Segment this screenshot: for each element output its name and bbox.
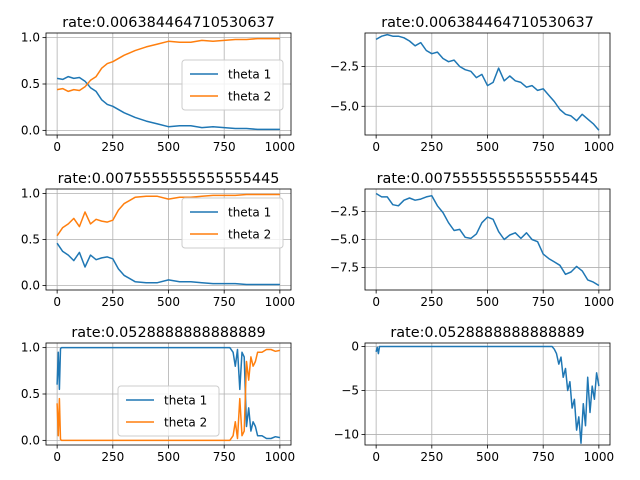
x-tick-label: 0	[372, 450, 380, 464]
x-tick-label: 500	[476, 295, 499, 309]
subplot-2: 0 250 500 750 1000 −2.5 −5.0 rate:0.00638446471…	[330, 15, 614, 154]
subplot-6: 0 250 500 750 1000 0 −5 −10 rate:0.0528888888888…	[334, 325, 614, 464]
x-tick-label: 0	[53, 450, 61, 464]
y-tick-label: 0.5	[21, 77, 40, 91]
x-tick-label: 1000	[265, 450, 296, 464]
series-line-value	[375, 192, 600, 287]
y-tick-label: 0.0	[21, 123, 40, 137]
legend: theta 1 theta 2	[117, 385, 220, 437]
x-tick-label: 1000	[584, 295, 615, 309]
y-tick-label: 0.5	[21, 387, 40, 401]
series-line-theta-1	[56, 242, 280, 286]
legend: theta 1 theta 2	[181, 197, 284, 249]
y-tick-label: −2.5	[330, 59, 359, 73]
y-tick-label: 0.0	[21, 433, 40, 447]
legend-label: theta 1	[228, 68, 271, 82]
subplot-3: 0 250 500 750 1000 0.0 0.5 1.0 rate:0.0075555555…	[21, 171, 295, 309]
series-line-value	[375, 33, 600, 131]
x-tick-label: 250	[420, 295, 443, 309]
y-tick-label: 0.0	[21, 278, 40, 292]
series-line-theta-2	[56, 37, 280, 93]
series-line-theta-1	[56, 346, 281, 440]
x-tick-label: 250	[420, 450, 443, 464]
subplot-title: rate:0.006384464710530637	[381, 15, 594, 31]
legend-label: theta 1	[164, 394, 207, 408]
x-tick-label: 500	[476, 140, 499, 154]
y-tick-label: −2.5	[330, 204, 359, 218]
subplot-title: rate:0.0528888888888889	[390, 325, 584, 341]
series-line-theta-1	[56, 75, 280, 131]
subplot-title: rate:0.0075555555555555445	[377, 171, 599, 187]
legend-box	[117, 385, 220, 437]
x-tick-label: 0	[53, 140, 61, 154]
y-tick-label: −5.0	[330, 233, 359, 247]
series-line-theta-2	[56, 348, 281, 442]
legend-box	[181, 197, 284, 249]
x-tick-label: 250	[420, 140, 443, 154]
subplot-title: rate:0.0075555555555555445	[58, 171, 280, 187]
y-tick-label: 0.5	[21, 233, 40, 247]
legend-label: theta 1	[228, 206, 271, 220]
x-tick-label: 0	[372, 295, 380, 309]
y-tick-label: 1.0	[21, 31, 40, 45]
subplot-title: rate:0.006384464710530637	[62, 15, 275, 31]
y-tick-label: −5.0	[330, 99, 359, 113]
legend-label: theta 2	[164, 416, 207, 430]
y-tick-label: −7.5	[330, 261, 359, 275]
subplot-1: 0 250 500 750 1000 0.0 0.5 1.0 rate:0.0063844647…	[21, 15, 295, 154]
x-tick-label: 0	[372, 140, 380, 154]
x-tick-label: 750	[532, 140, 555, 154]
y-tick-label: −10	[334, 427, 359, 441]
x-tick-label: 500	[157, 295, 180, 309]
y-tick-label: −5	[341, 383, 359, 397]
x-tick-label: 750	[213, 295, 236, 309]
subplot-title: rate:0.0528888888888889	[71, 325, 265, 341]
x-tick-label: 250	[101, 295, 124, 309]
x-tick-label: 1000	[584, 450, 615, 464]
x-tick-label: 1000	[584, 140, 615, 154]
legend-label: theta 2	[228, 228, 271, 242]
legend-box	[181, 59, 284, 111]
x-tick-label: 1000	[265, 140, 296, 154]
x-tick-label: 250	[101, 140, 124, 154]
x-tick-label: 500	[476, 450, 499, 464]
x-tick-label: 500	[157, 450, 180, 464]
subplot-5: 0 250 500 750 1000 0.0 0.5 1.0 rate:0.0528888888…	[21, 325, 295, 464]
y-tick-label: 1.0	[21, 341, 40, 355]
series-line-theta-2	[56, 193, 280, 237]
x-tick-label: 500	[157, 140, 180, 154]
x-tick-label: 0	[53, 295, 61, 309]
x-tick-label: 750	[213, 450, 236, 464]
series-line-value	[375, 345, 600, 444]
y-tick-label: 0	[351, 340, 359, 354]
y-tick-label: 1.0	[21, 187, 40, 201]
x-tick-label: 250	[101, 450, 124, 464]
x-tick-label: 750	[213, 140, 236, 154]
legend: theta 1 theta 2	[181, 59, 284, 111]
subplot-4: 0 250 500 750 1000 −2.5 −5.0 −7.5 rate:0.0075555…	[330, 171, 614, 309]
x-tick-label: 1000	[265, 295, 296, 309]
x-tick-label: 750	[532, 295, 555, 309]
x-tick-label: 750	[532, 450, 555, 464]
legend-label: theta 2	[228, 90, 271, 104]
